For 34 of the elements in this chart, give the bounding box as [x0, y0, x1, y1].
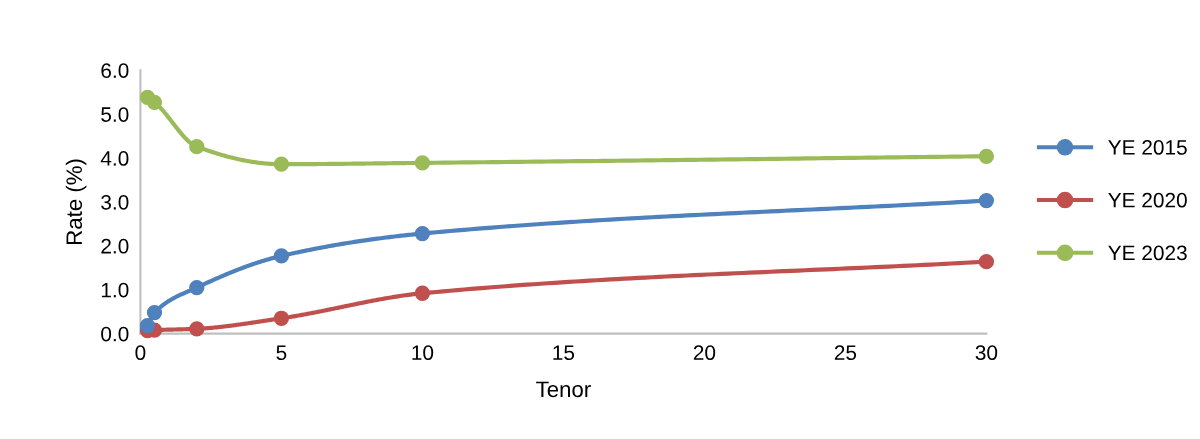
legend-label: YE 2023: [1108, 245, 1187, 261]
y-axis-title: Rate (%): [65, 159, 87, 244]
x-tick-label: 30: [975, 345, 998, 361]
x-tick-label: 0: [135, 345, 146, 361]
point: [978, 192, 995, 209]
point: [978, 148, 995, 164]
x-tick-label: 20: [693, 345, 716, 361]
legend-label: YE 2020: [1108, 192, 1187, 208]
y-tick-label: 0.0: [101, 326, 129, 342]
y-tick-label: 6.0: [101, 63, 129, 78]
y-tick-label: 3.0: [101, 194, 129, 210]
point: [414, 225, 431, 242]
y-tick-label: 1.0: [101, 282, 129, 298]
point: [414, 285, 431, 301]
x-tick-label: 5: [276, 345, 287, 361]
point: [146, 304, 163, 321]
point: [978, 254, 995, 270]
point: [273, 248, 290, 264]
legend-label: YE 2015: [1108, 140, 1187, 155]
x-tick-label: 10: [412, 345, 434, 361]
point: [139, 318, 156, 334]
y-tick-label: 4.0: [100, 151, 129, 166]
point: [273, 310, 290, 326]
point: [139, 89, 156, 106]
point: [273, 156, 290, 172]
point: [414, 155, 431, 171]
y-tick-label: 5.0: [101, 107, 129, 122]
point: [189, 138, 205, 155]
x-tick-label: 25: [834, 345, 857, 361]
y-tick-label: 2.0: [101, 238, 129, 254]
point: [189, 321, 205, 337]
x-tick-label: 15: [553, 345, 575, 361]
x-axis-title: Tenor: [536, 381, 591, 398]
point: [189, 279, 205, 296]
